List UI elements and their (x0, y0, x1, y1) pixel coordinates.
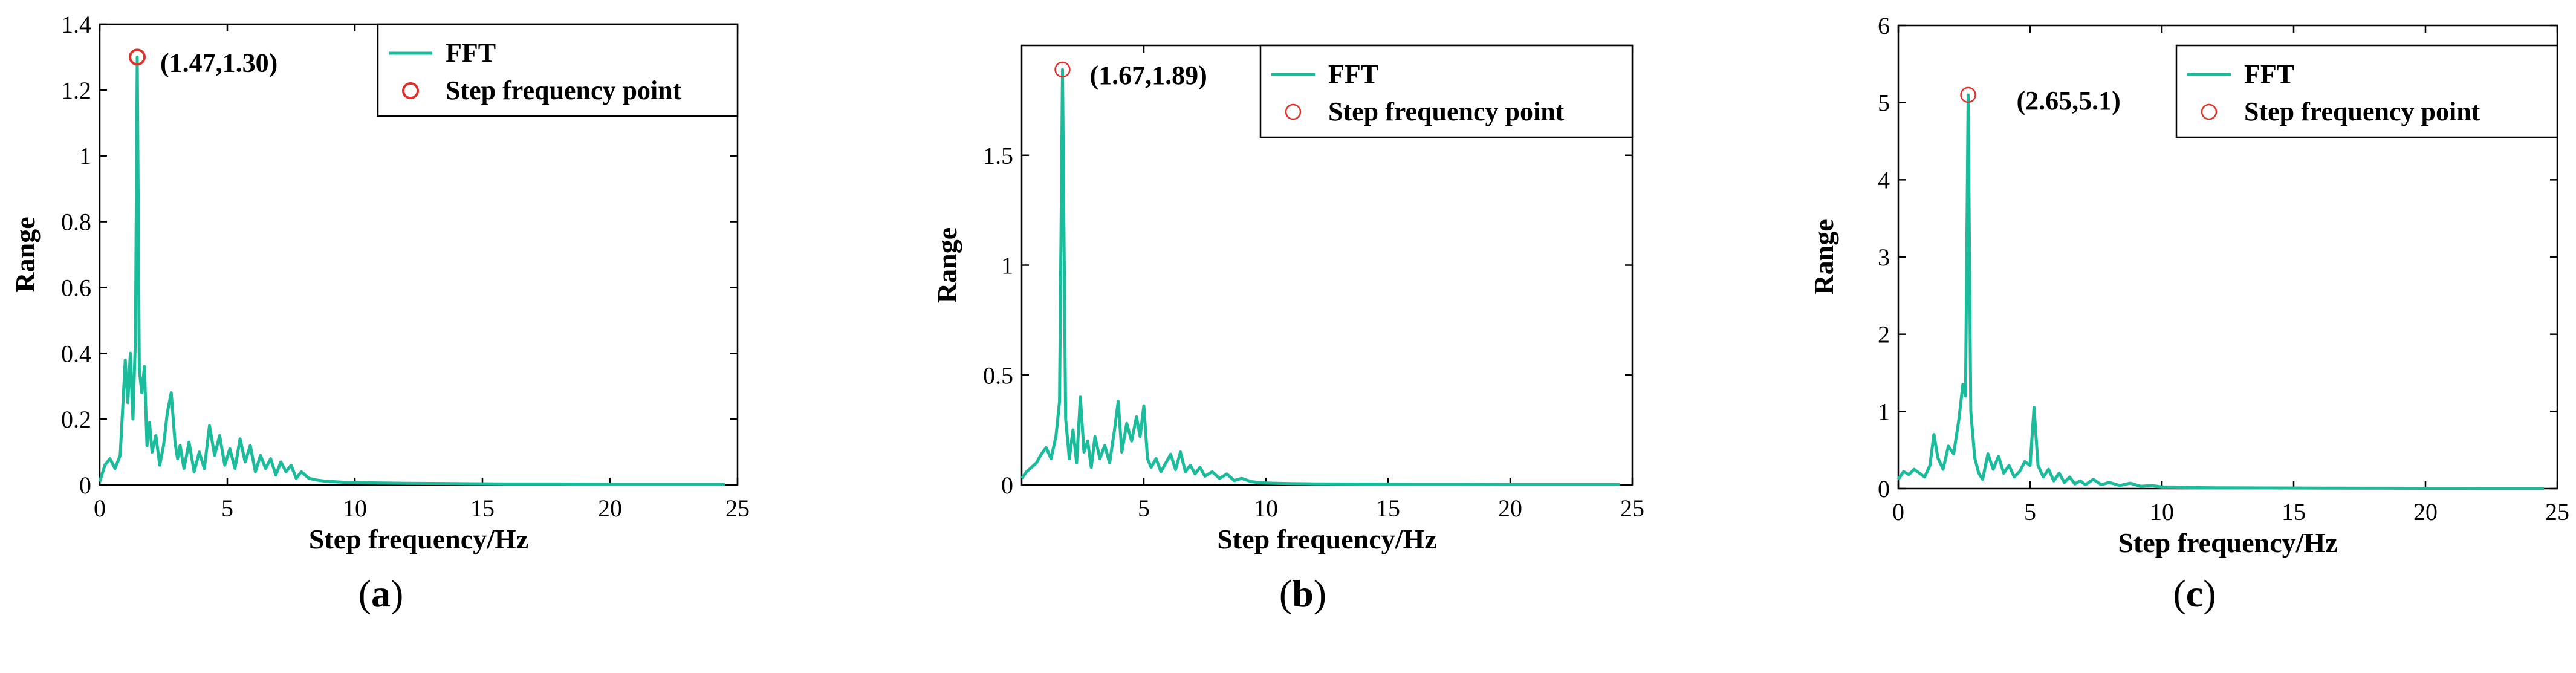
legend-fft-label: FFT (2244, 59, 2294, 89)
caption-close: ) (1314, 572, 1326, 615)
y-tick-label: 0.4 (61, 340, 91, 367)
legend: FFT Step frequency point (377, 23, 739, 117)
y-tick-label: 5 (1878, 89, 1890, 117)
x-tick-label: 25 (1620, 495, 1644, 522)
x-tick-label: 15 (470, 495, 495, 522)
x-tick-label: 5 (221, 495, 233, 522)
legend: FFT Step frequency point (2175, 44, 2558, 138)
y-tick-label: 0 (1001, 472, 1013, 499)
chart-panel-a: 0 5 10 15 20 25 0 0.2 0.4 0.6 0.8 1 1.2 1.4 Step frequ… (10, 11, 750, 615)
chart-panel-c: 0 5 10 15 20 25 0 1 2 3 4 5 6 Step frequency/Hz Range (… (1808, 12, 2569, 615)
y-tick-label: 0 (1878, 475, 1890, 502)
peak-annotation: (2.65,5.1) (2017, 86, 2121, 115)
legend-box (377, 23, 739, 117)
legend-box (1259, 44, 1634, 138)
caption-letter: a (371, 572, 391, 615)
x-tick-label: 10 (1254, 495, 1278, 522)
x-axis-label: Step frequency/Hz (1217, 524, 1436, 554)
fft-series-line (98, 55, 725, 486)
step-frequency-point-marker (1960, 86, 1976, 103)
y-tick-label: 6 (1878, 12, 1890, 39)
legend: FFT Step frequency point (1259, 44, 1634, 138)
x-tick-label: 10 (2150, 498, 2174, 525)
y-axis-label: Range (1808, 219, 1839, 294)
x-tick-label: 20 (598, 495, 622, 522)
y-tick-label: 0.2 (61, 406, 91, 433)
x-tick-label: 5 (2024, 498, 2036, 525)
peak-annotation: (1.67,1.89) (1089, 60, 1207, 90)
x-axis-label: Step frequency/Hz (309, 524, 528, 554)
chart-panel-b: 5 10 15 20 25 0 0.5 1 1.5 Step frequency/Hz Range (… (932, 44, 1644, 615)
caption-close: ) (2203, 572, 2216, 615)
panel-caption: (c) (2173, 572, 2216, 615)
legend-step-point-swatch (2201, 103, 2218, 120)
legend-fft-label: FFT (446, 38, 496, 68)
y-tick-label: 4 (1878, 166, 1890, 193)
x-tick-label: 0 (1892, 498, 1904, 525)
panel-caption: (b) (1279, 572, 1326, 615)
legend-box (2175, 44, 2558, 138)
y-tick-label: 0.6 (61, 274, 91, 301)
caption-open: ( (2173, 572, 2185, 615)
caption-open: ( (358, 572, 371, 615)
y-tick-label: 1 (1878, 398, 1890, 425)
y-tick-label: 1.5 (983, 142, 1013, 169)
y-tick-label: 1 (1001, 252, 1013, 279)
y-tick-label: 0.5 (983, 362, 1013, 389)
x-tick-label: 5 (1138, 495, 1150, 522)
x-tick-label: 0 (94, 495, 106, 522)
y-tick-label: 1.2 (61, 77, 91, 104)
legend-fft-label: FFT (1328, 59, 1378, 89)
y-axis-label: Range (10, 216, 41, 292)
legend-step-point-swatch (402, 82, 419, 99)
x-tick-label: 10 (343, 495, 367, 522)
caption-letter: b (1292, 572, 1314, 615)
x-axis-label: Step frequency/Hz (2118, 527, 2337, 558)
y-tick-label: 0 (79, 472, 91, 499)
fft-series-line (1020, 68, 1620, 486)
y-tick-label: 2 (1878, 321, 1890, 348)
panel-caption: (a) (358, 572, 404, 615)
x-tick-label: 25 (2545, 498, 2569, 525)
y-tick-label: 0.8 (61, 209, 91, 236)
y-tick-label: 1.4 (61, 11, 91, 38)
fft-series-line (1896, 93, 2545, 490)
y-tick-label: 3 (1878, 244, 1890, 271)
x-tick-label: 25 (725, 495, 750, 522)
legend-step-point-label: Step frequency point (2244, 97, 2480, 126)
caption-close: ) (391, 572, 403, 615)
x-tick-label: 15 (2282, 498, 2306, 525)
x-tick-label: 20 (2413, 498, 2438, 525)
y-tick-label: 1 (79, 143, 91, 170)
step-frequency-point-marker (1054, 61, 1071, 78)
x-tick-label: 20 (1498, 495, 1522, 522)
caption-letter: c (2186, 572, 2203, 615)
caption-open: ( (1279, 572, 1292, 615)
step-frequency-point-marker (129, 48, 146, 66)
legend-step-point-label: Step frequency point (1328, 97, 1565, 126)
x-tick-label: 15 (1376, 495, 1400, 522)
legend-step-point-swatch (1285, 103, 1302, 120)
y-axis-label: Range (932, 227, 962, 303)
legend-step-point-label: Step frequency point (446, 76, 682, 105)
peak-annotation: (1.47,1.30) (160, 48, 277, 77)
